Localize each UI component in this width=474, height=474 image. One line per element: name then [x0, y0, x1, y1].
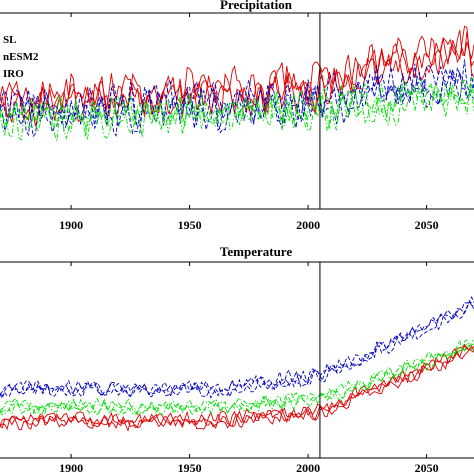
precipitation-series-iro-member-2 [0, 82, 474, 141]
temperature-panel: Temperature 1900 1950 2000 2050 [0, 244, 474, 474]
temperature-series-iro-member-2 [0, 337, 474, 417]
legend-entry-3: IRO [3, 68, 24, 80]
temperature-tick-label: 1950 [178, 461, 202, 474]
temperature-tick-label: 1900 [59, 461, 83, 474]
precipitation-tick-label: 2000 [296, 218, 320, 232]
temperature-axes-frame [0, 261, 474, 459]
precipitation-plot-area [0, 13, 474, 209]
temperature-tick-label: 2050 [415, 461, 439, 474]
precipitation-series-sl-member-2 [0, 38, 474, 118]
legend: SL nESM2 IRO [3, 34, 39, 80]
precipitation-tick-label: 2050 [415, 218, 439, 232]
temperature-series-nesm2-member-1 [0, 300, 474, 400]
temperature-series-iro-member-3 [0, 343, 474, 416]
precipitation-series-nesm2-member-3 [0, 69, 474, 138]
precipitation-tick-label: 1950 [178, 218, 202, 232]
precipitation-series-nesm2-member-2 [0, 59, 474, 133]
temperature-series-nesm2-member-3 [0, 296, 474, 399]
precipitation-panel: Precipitation 1900 1950 2000 2050 SL nESM2 … [0, 0, 474, 232]
precipitation-title: Precipitation [220, 0, 293, 12]
temperature-x-ticks: 1900 1950 2000 2050 [59, 262, 439, 474]
temperature-series-sl-member-1 [0, 344, 474, 430]
precipitation-axes-frame [0, 12, 474, 210]
precipitation-x-ticks: 1900 1950 2000 2050 [59, 13, 439, 232]
precipitation-series-iro-member-3 [0, 78, 474, 140]
temperature-title: Temperature [220, 244, 292, 259]
temperature-series-nesm2-member-2 [0, 300, 474, 397]
temperature-plot-area [0, 262, 474, 458]
legend-entry-1: SL [3, 34, 16, 46]
precipitation-series-iro-member-1 [0, 76, 474, 140]
temperature-tick-label: 2000 [296, 461, 320, 474]
legend-entry-2: nESM2 [3, 51, 39, 63]
precipitation-series-sl-member-3 [0, 25, 474, 123]
precipitation-series-nesm2-member-1 [0, 65, 474, 137]
temperature-series-sl-member-3 [0, 343, 474, 432]
precipitation-tick-label: 1900 [59, 218, 83, 232]
